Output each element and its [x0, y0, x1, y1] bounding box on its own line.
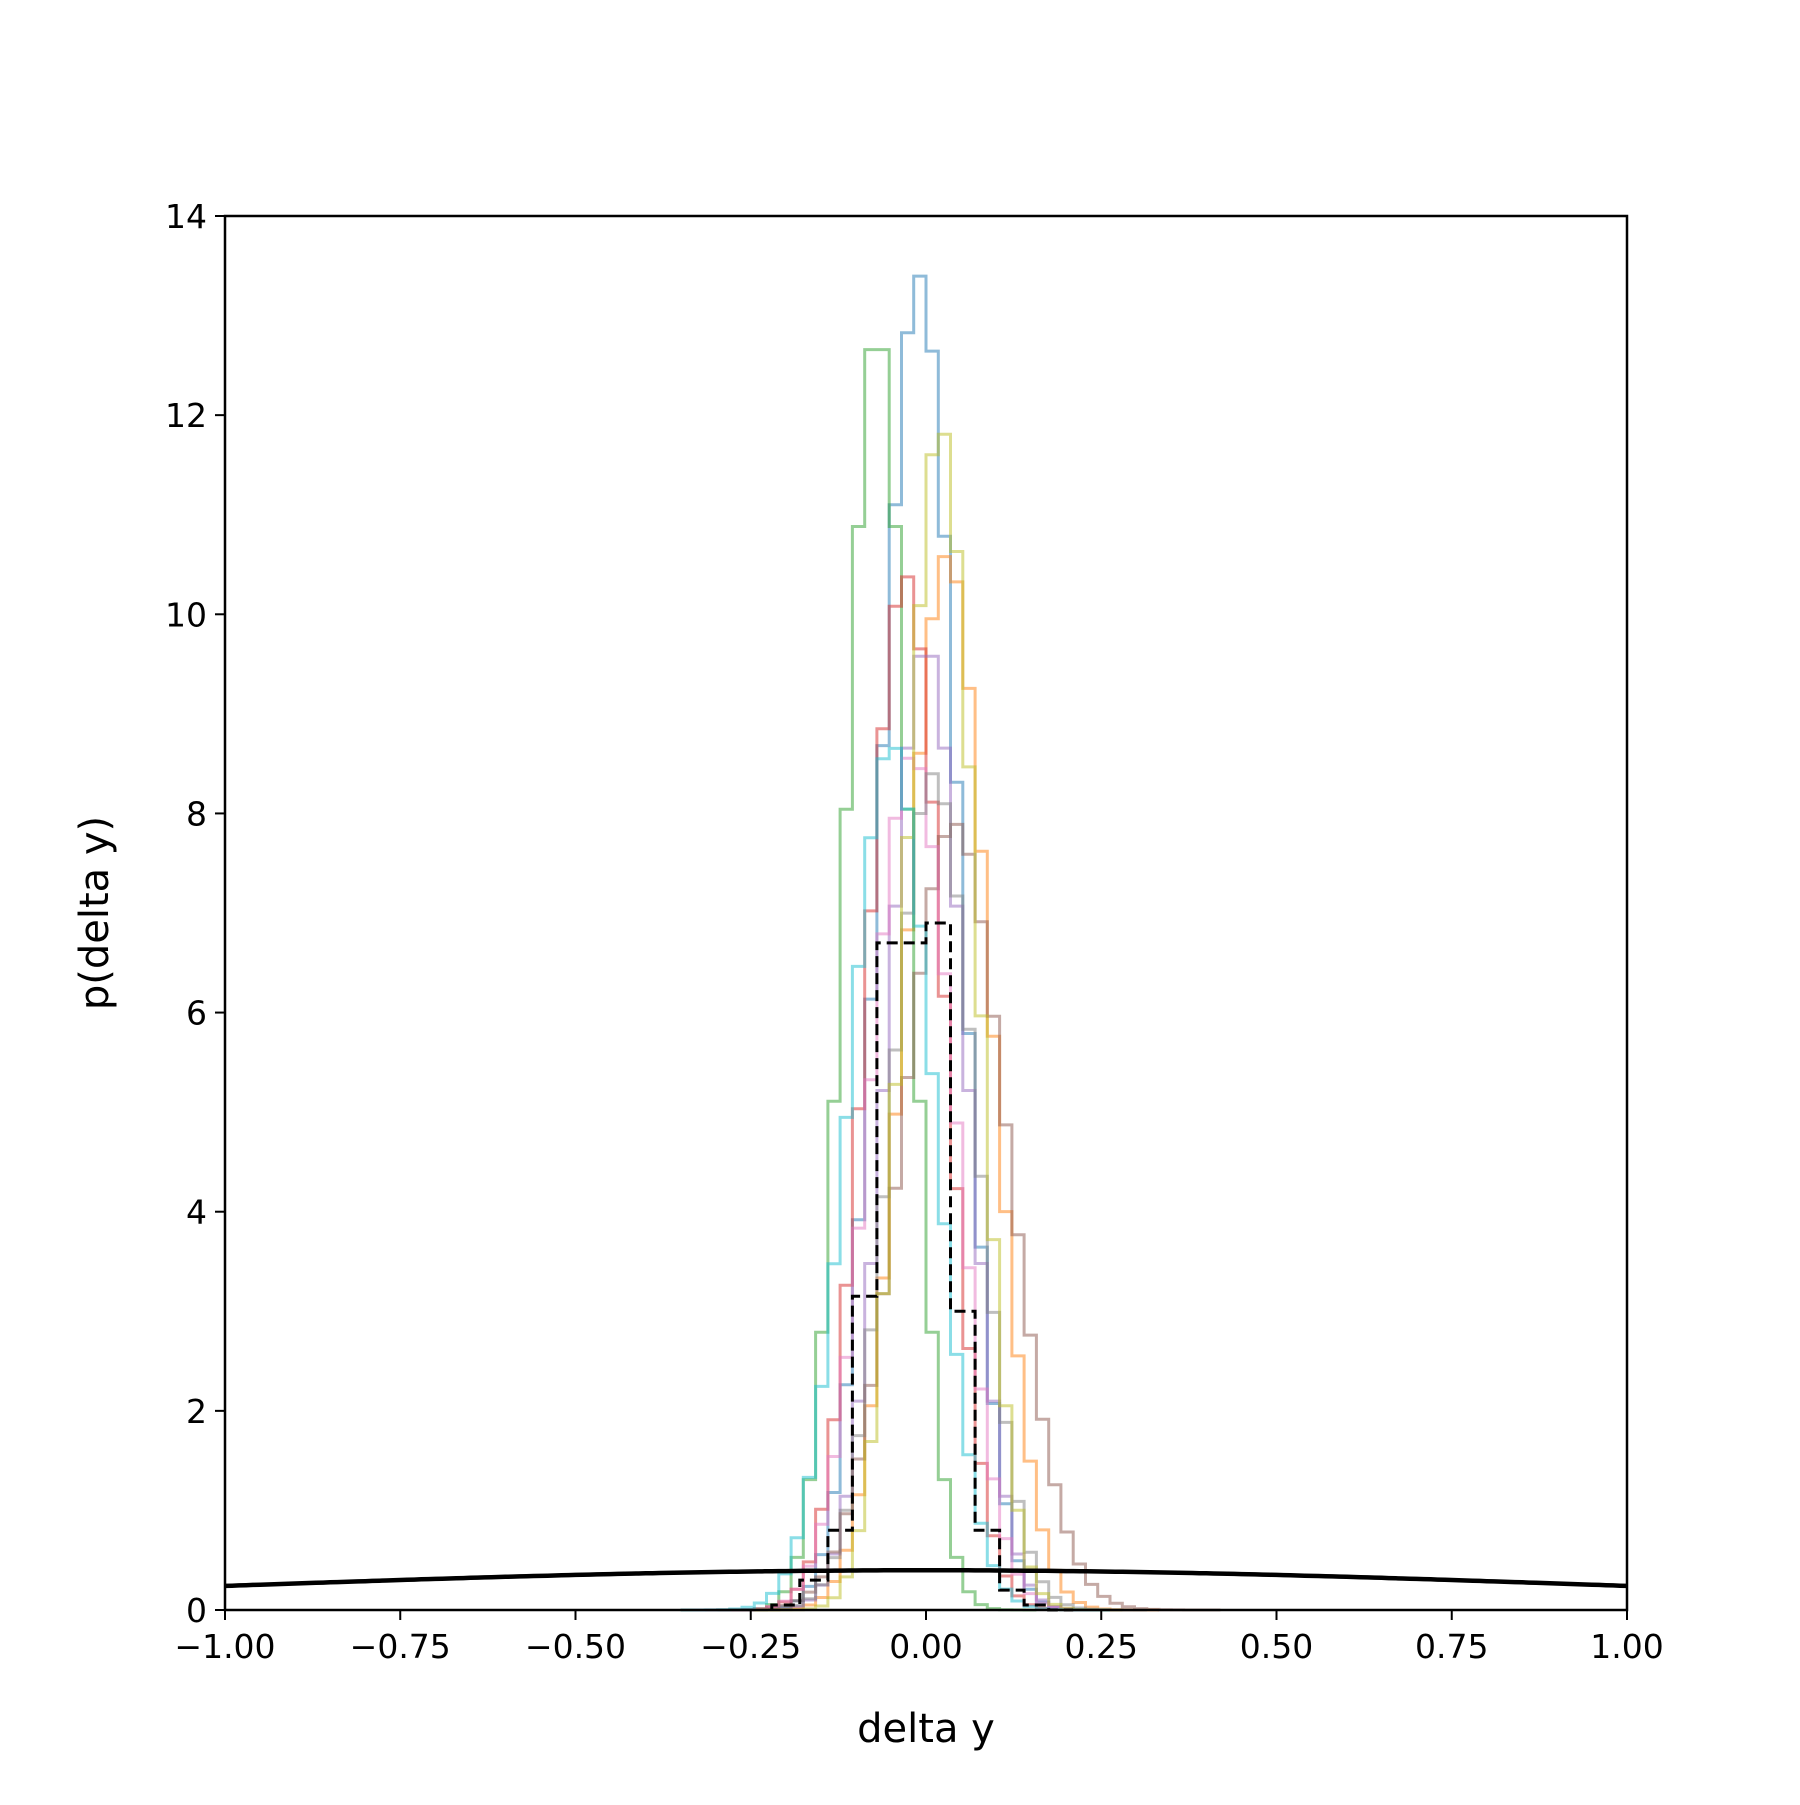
x-axis-ticks: −1.00 −0.75 −0.50 −0.25 0.00 0.25 0.50 0.75 1.00	[174, 1610, 1664, 1666]
x-tick-label: −1.00	[174, 1627, 275, 1666]
y-tick-label: 14	[165, 197, 207, 236]
histogram-series-7	[692, 756, 1123, 1612]
x-tick-label: −0.50	[525, 1627, 626, 1666]
reference-gaussian-curve	[224, 1568, 1628, 1589]
histogram-series-2	[729, 555, 1160, 1612]
y-tick-label: 0	[186, 1591, 207, 1630]
histogram-series-8	[717, 772, 1147, 1612]
y-axis-ticks: 0 2 4 6 8 10 12 14	[165, 197, 225, 1630]
histogram-series-1	[717, 274, 1123, 1612]
reference-layer	[224, 1568, 1628, 1589]
x-tick-label: 0.75	[1415, 1627, 1488, 1666]
y-tick-label: 6	[186, 994, 207, 1033]
x-tick-label: −0.25	[700, 1627, 801, 1666]
x-tick-label: −0.75	[350, 1627, 451, 1666]
y-tick-label: 12	[165, 396, 207, 435]
x-axis-label: delta y	[857, 1706, 995, 1752]
x-tick-label: 0.00	[889, 1627, 962, 1666]
y-tick-label: 8	[186, 794, 207, 833]
aggregate-dashed-histogram	[770, 921, 1074, 1612]
y-tick-label: 4	[186, 1193, 207, 1232]
x-tick-label: 0.25	[1065, 1627, 1138, 1666]
x-tick-label: 0.50	[1240, 1627, 1313, 1666]
y-axis-label: p(delta y)	[72, 816, 118, 1010]
y-tick-label: 10	[165, 595, 207, 634]
aggregate-layer	[770, 921, 1074, 1612]
y-tick-label: 2	[186, 1392, 207, 1431]
histogram-series-9	[754, 432, 1123, 1612]
x-tick-label: 1.00	[1590, 1627, 1663, 1666]
histogram-series-10	[680, 746, 1110, 1612]
